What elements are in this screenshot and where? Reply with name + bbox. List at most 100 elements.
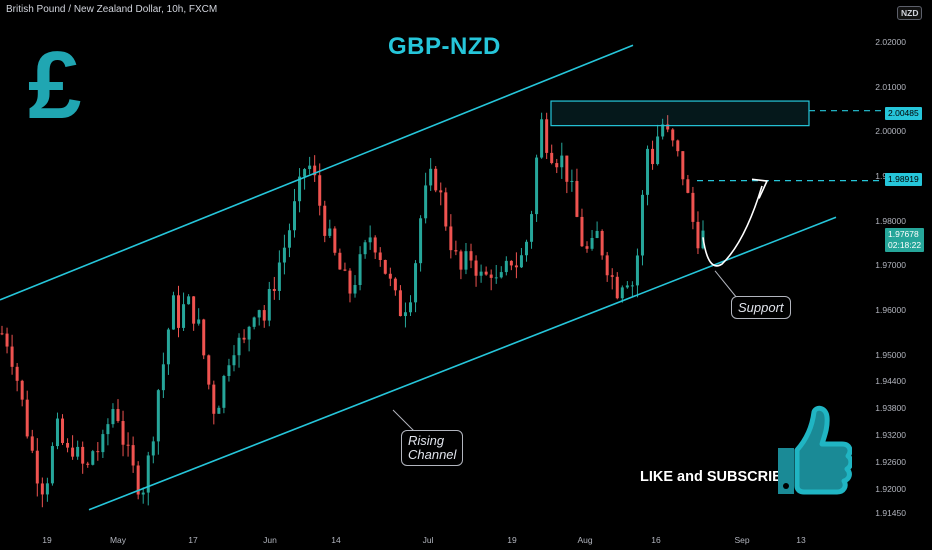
x-tick-label: Jun <box>263 535 277 545</box>
candle-body <box>393 278 397 291</box>
candle-body <box>151 441 155 456</box>
candle-body <box>484 271 488 275</box>
x-tick-label: 19 <box>507 535 517 545</box>
candle-body <box>237 337 241 356</box>
support-pointer <box>714 270 738 299</box>
y-tick-label: 2.01000 <box>875 81 906 92</box>
candle-body <box>187 296 191 305</box>
candle-body <box>192 296 196 324</box>
candle-body <box>524 241 528 256</box>
candle-body <box>454 250 458 252</box>
resistance-zone <box>550 100 810 127</box>
candle-body <box>464 251 468 270</box>
candle-body <box>298 176 302 202</box>
candle-body <box>429 168 433 186</box>
candle-body <box>318 175 322 206</box>
candle-body <box>166 329 170 365</box>
candle-body <box>156 390 160 442</box>
symbol-header[interactable]: British Pound / New Zealand Dollar, 10h,… <box>6 4 218 15</box>
candle-body <box>388 273 392 279</box>
upper-channel-line <box>0 44 634 301</box>
y-tick-label: 2.00000 <box>875 126 906 137</box>
candle-body <box>212 384 216 414</box>
candle-body <box>277 262 281 291</box>
x-tick-label: 16 <box>651 535 661 545</box>
candle-body <box>676 140 680 152</box>
candle-body <box>514 265 518 268</box>
candle-body <box>625 285 629 288</box>
candle-body <box>303 169 307 177</box>
y-tick-label: 2.03000 <box>875 0 906 2</box>
candle-body <box>171 295 175 330</box>
candle-body <box>262 310 266 321</box>
candle-body <box>45 483 49 495</box>
candle-body <box>535 157 539 215</box>
resistance-price-tag: 2.00485 <box>885 107 922 120</box>
candle-body <box>308 165 312 170</box>
currency-badge[interactable]: NZD <box>897 6 923 20</box>
candle-body <box>590 237 594 249</box>
candle-body <box>656 136 660 165</box>
candle-body <box>121 421 125 445</box>
bar-countdown: 02:18:22 <box>888 240 922 250</box>
x-tick-label: May <box>109 535 127 545</box>
candle-body <box>177 295 181 328</box>
candle-body <box>373 237 377 253</box>
candle-body <box>398 290 402 317</box>
candle-body <box>479 271 483 276</box>
candle-body <box>116 409 120 422</box>
candle-body <box>328 228 332 236</box>
candle-body <box>494 277 498 279</box>
x-tick-label: Aug <box>577 535 593 545</box>
candle-body <box>696 221 700 249</box>
rising-label-line2: Channel <box>408 447 457 462</box>
candle-body <box>20 380 24 400</box>
y-tick-label: 1.92600 <box>875 456 906 467</box>
candle-body <box>101 434 105 453</box>
candle-body <box>202 319 206 356</box>
x-tick-label: 17 <box>188 535 198 545</box>
target-price-tag: 1.98919 <box>885 173 922 186</box>
candle-body <box>363 242 367 255</box>
candle-body <box>368 237 372 243</box>
pound-sign-icon: £ <box>28 32 82 139</box>
candle-body <box>666 124 670 130</box>
candle-body <box>605 255 609 276</box>
candle-body <box>419 218 423 264</box>
current-price-tag: 1.97678 02:18:22 <box>885 228 925 252</box>
candle-body <box>459 251 463 270</box>
thumbs-up-icon <box>778 405 852 495</box>
candle-body <box>640 194 644 256</box>
candle-body <box>227 365 231 376</box>
y-tick-label: 1.95000 <box>875 349 906 360</box>
candle-body <box>449 226 453 251</box>
candle-body <box>182 304 186 328</box>
candle-body <box>565 155 569 182</box>
x-tick-label: 14 <box>331 535 341 545</box>
candle-body <box>91 451 95 465</box>
like-subscribe-text: LIKE and SUBSCRIBE <box>640 469 793 485</box>
candle-body <box>560 155 564 168</box>
candle-body <box>615 276 619 299</box>
candle-body <box>76 446 80 457</box>
candle-body <box>197 319 201 324</box>
current-price-value: 1.97678 <box>888 229 919 239</box>
rising-label-line1: Rising <box>408 433 445 448</box>
candle-body <box>651 148 655 165</box>
candle-body <box>630 285 634 287</box>
candle-body <box>50 446 54 484</box>
candle-body <box>30 436 34 451</box>
rising-pointer <box>392 409 416 433</box>
candle-body <box>353 284 357 294</box>
candle-body <box>131 445 135 466</box>
candle-body <box>282 247 286 263</box>
y-tick-label: 1.96000 <box>875 305 906 315</box>
candle-body <box>61 418 65 443</box>
candle-body <box>217 407 221 414</box>
y-tick-label: 1.98000 <box>875 215 906 226</box>
candle-body <box>469 251 473 261</box>
candle-body <box>267 288 271 321</box>
candle-body <box>499 272 503 278</box>
candle-body <box>66 442 70 448</box>
